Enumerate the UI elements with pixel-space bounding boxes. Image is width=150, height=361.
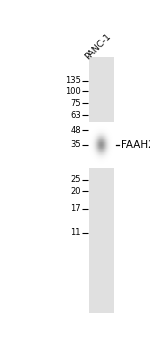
- Bar: [88, 57, 114, 313]
- Text: 75: 75: [70, 99, 81, 108]
- Text: FAAH2: FAAH2: [121, 140, 150, 150]
- Text: 35: 35: [70, 140, 81, 149]
- Text: 11: 11: [70, 229, 81, 238]
- Text: PANC-1: PANC-1: [83, 32, 112, 62]
- Text: 100: 100: [65, 87, 81, 96]
- Text: 63: 63: [70, 110, 81, 119]
- Text: 17: 17: [70, 204, 81, 213]
- Text: 20: 20: [70, 187, 81, 196]
- Text: 135: 135: [65, 76, 81, 85]
- Text: 25: 25: [70, 175, 81, 184]
- Text: 48: 48: [70, 126, 81, 135]
